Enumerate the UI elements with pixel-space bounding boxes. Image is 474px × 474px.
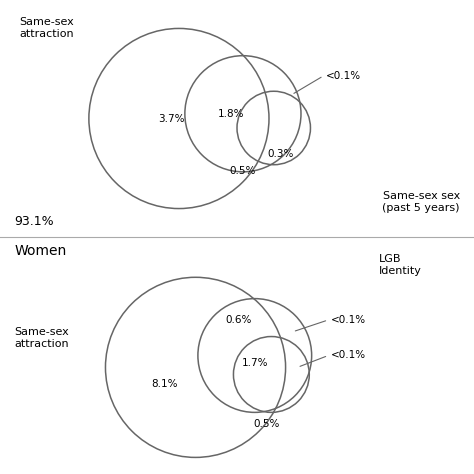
Text: Same-sex sex
(past 5 years): Same-sex sex (past 5 years) <box>382 191 460 213</box>
Text: LGB
Identity: LGB Identity <box>379 254 422 276</box>
Text: 0.5%: 0.5% <box>230 165 256 176</box>
Text: 0.3%: 0.3% <box>268 149 294 159</box>
Text: 3.7%: 3.7% <box>159 113 185 124</box>
Text: 0.6%: 0.6% <box>225 315 251 325</box>
Text: 8.1%: 8.1% <box>152 379 178 389</box>
Text: Women: Women <box>14 244 66 258</box>
Text: <0.1%: <0.1% <box>326 71 361 81</box>
Text: <0.1%: <0.1% <box>331 315 366 325</box>
Text: 0.5%: 0.5% <box>254 419 280 429</box>
Text: <0.1%: <0.1% <box>331 350 366 361</box>
Text: 1.8%: 1.8% <box>218 109 244 119</box>
Text: Same-sex
attraction: Same-sex attraction <box>14 327 69 349</box>
Text: 1.7%: 1.7% <box>242 357 268 368</box>
Text: 93.1%: 93.1% <box>14 215 54 228</box>
Text: Same-sex
attraction: Same-sex attraction <box>19 17 74 39</box>
